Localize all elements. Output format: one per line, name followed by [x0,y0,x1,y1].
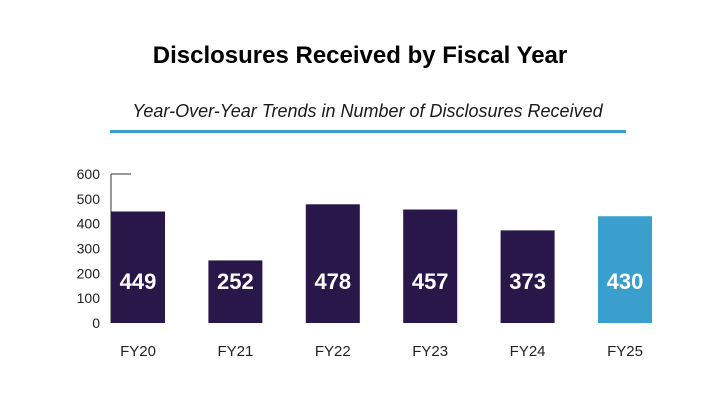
bar-fy21 [208,260,263,323]
x-tick-label: FY23 [412,343,448,360]
x-tick-label: FY25 [607,343,643,360]
x-tick-label: FY20 [120,343,156,360]
data-label: 252 [217,269,254,294]
data-label: 373 [509,269,546,294]
x-tick-label: FY21 [217,343,253,360]
chart-title: Disclosures Received by Fiscal Year [152,42,568,69]
x-tick-label: FY22 [315,343,351,360]
bar-fy23 [403,209,458,323]
subtitle-underline [110,130,626,133]
bar-fy20 [111,211,165,323]
chart-subtitle: Year-Over-Year Trends in Number of Discl… [132,101,603,121]
y-axis: 0 100 200 300 400 500 600 [77,166,131,331]
y-tick-label: 600 [77,166,101,182]
bar-fy22 [305,204,360,323]
y-tick-label: 300 [77,241,101,257]
y-tick-label: 500 [77,191,101,207]
data-label: 430 [607,269,644,294]
data-label: 449 [120,269,157,294]
data-label: 478 [314,269,351,294]
x-axis: FY20 FY21 FY22 FY23 FY24 FY25 [120,343,643,360]
y-tick-label: 100 [77,290,101,306]
y-tick-label: 400 [77,216,101,232]
x-tick-label: FY24 [510,343,546,360]
bar-series: 449 252 478 457 373 430 [111,204,652,323]
data-label: 457 [412,269,449,294]
y-tick-label: 0 [92,315,100,331]
bar-fy24 [500,230,555,323]
y-tick-label: 200 [77,265,101,281]
bar-fy25 [598,216,652,323]
